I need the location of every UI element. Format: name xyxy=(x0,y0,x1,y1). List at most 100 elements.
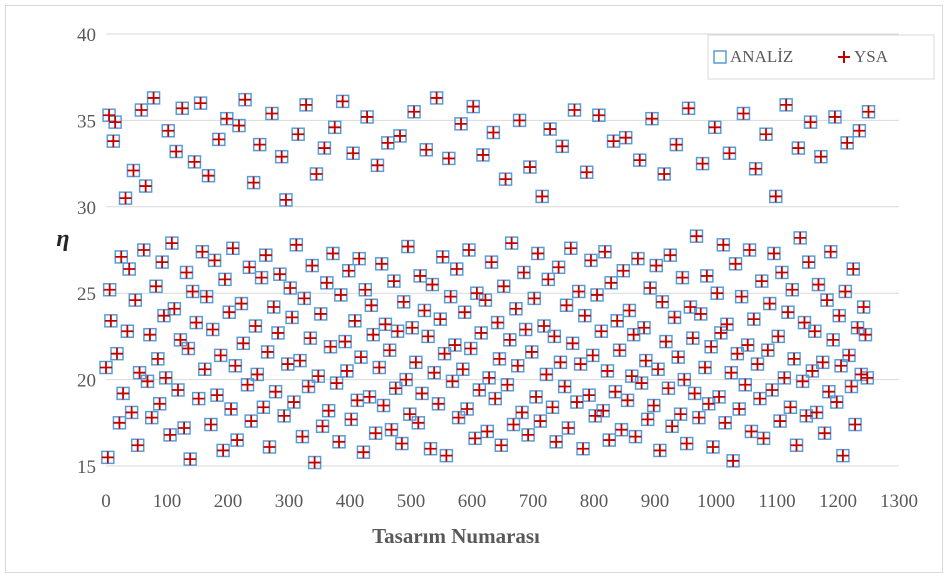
ysa-point xyxy=(434,313,447,326)
ysa-point xyxy=(287,396,300,409)
ysa-point xyxy=(279,193,292,206)
ysa-point xyxy=(101,451,114,464)
ysa-point xyxy=(306,259,319,272)
ysa-point xyxy=(556,140,569,153)
ysa-point xyxy=(674,408,687,421)
ysa-point xyxy=(300,98,313,111)
ysa-point xyxy=(641,413,654,426)
ysa-point xyxy=(708,121,721,134)
ysa-point xyxy=(353,252,366,265)
ysa-point xyxy=(257,401,270,414)
ysa-point xyxy=(550,435,563,448)
ysa-point xyxy=(659,335,672,348)
ysa-point xyxy=(617,264,630,277)
ysa-point xyxy=(862,105,875,118)
ysa-point xyxy=(448,339,461,352)
ysa-point xyxy=(204,418,217,431)
ysa-point xyxy=(513,114,526,127)
ysa-point xyxy=(440,449,453,462)
ysa-point xyxy=(328,121,341,134)
ysa-point xyxy=(680,437,693,450)
ysa-point xyxy=(243,261,256,274)
ysa-point xyxy=(110,347,123,360)
ysa-point xyxy=(804,116,817,129)
ysa-point xyxy=(639,354,652,367)
ysa-point xyxy=(129,294,142,307)
ysa-point xyxy=(501,378,514,391)
ysa-point xyxy=(615,423,628,436)
ysa-point xyxy=(781,306,794,319)
ysa-point xyxy=(586,349,599,362)
ysa-point xyxy=(564,242,577,255)
ysa-point xyxy=(223,306,236,319)
ysa-point xyxy=(214,349,227,362)
ysa-point xyxy=(749,162,762,175)
ysa-point xyxy=(493,352,506,365)
ysa-point xyxy=(286,311,299,324)
ysa-point xyxy=(212,133,225,146)
ysa-point xyxy=(426,278,439,291)
ysa-point xyxy=(552,261,565,274)
ysa-point xyxy=(662,382,675,395)
ysa-point xyxy=(194,97,207,110)
ysa-point xyxy=(345,413,358,426)
ysa-point xyxy=(534,415,547,428)
ysa-point xyxy=(113,416,126,429)
ysa-point xyxy=(476,148,489,161)
ysa-point xyxy=(509,302,522,315)
ysa-point xyxy=(638,321,651,334)
ysa-point xyxy=(190,316,203,329)
ysa-point xyxy=(170,145,183,158)
ysa-point xyxy=(845,380,858,393)
ysa-point xyxy=(699,361,712,374)
ysa-point xyxy=(330,377,343,390)
ysa-point xyxy=(784,401,797,414)
ysa-point xyxy=(147,91,160,104)
ysa-point xyxy=(755,275,768,288)
ysa-point xyxy=(491,316,504,329)
ysa-point xyxy=(853,124,866,137)
ysa-point xyxy=(751,358,764,371)
ysa-point xyxy=(570,396,583,409)
ysa-point xyxy=(171,383,184,396)
ysa-point xyxy=(670,138,683,151)
ysa-point xyxy=(727,454,740,467)
ysa-point xyxy=(409,356,422,369)
ysa-point xyxy=(263,440,276,453)
ysa-point xyxy=(824,245,837,258)
ysa-point xyxy=(464,342,477,355)
ysa-point xyxy=(178,421,191,434)
ysa-point xyxy=(278,409,291,422)
ysa-point xyxy=(324,340,337,353)
ysa-point xyxy=(645,112,658,125)
ysa-point xyxy=(245,415,258,428)
ysa-point xyxy=(505,237,518,250)
ysa-point xyxy=(406,321,419,334)
ysa-point xyxy=(653,444,666,457)
ysa-point xyxy=(342,264,355,277)
ysa-point xyxy=(229,359,242,372)
ysa-point xyxy=(269,385,282,398)
ysa-point xyxy=(723,147,736,160)
legend-analiz-marker xyxy=(713,50,727,64)
ysa-point xyxy=(609,385,622,398)
x-tick-label: 200 xyxy=(214,491,243,512)
ysa-point xyxy=(536,190,549,203)
ysa-point xyxy=(507,418,520,431)
ysa-point xyxy=(766,383,779,396)
ysa-point xyxy=(259,249,272,262)
ysa-point xyxy=(839,285,852,298)
ysa-point xyxy=(241,378,254,391)
ysa-point xyxy=(713,390,726,403)
ysa-point xyxy=(293,354,306,367)
x-tick-label: 700 xyxy=(519,491,548,512)
ysa-point xyxy=(157,309,170,322)
ysa-point xyxy=(775,266,788,279)
ysa-point xyxy=(544,123,557,136)
ysa-point xyxy=(489,392,502,405)
ysa-point xyxy=(580,166,593,179)
ysa-point xyxy=(150,280,163,293)
ysa-point xyxy=(517,266,530,279)
x-tick-label: 400 xyxy=(336,491,365,512)
